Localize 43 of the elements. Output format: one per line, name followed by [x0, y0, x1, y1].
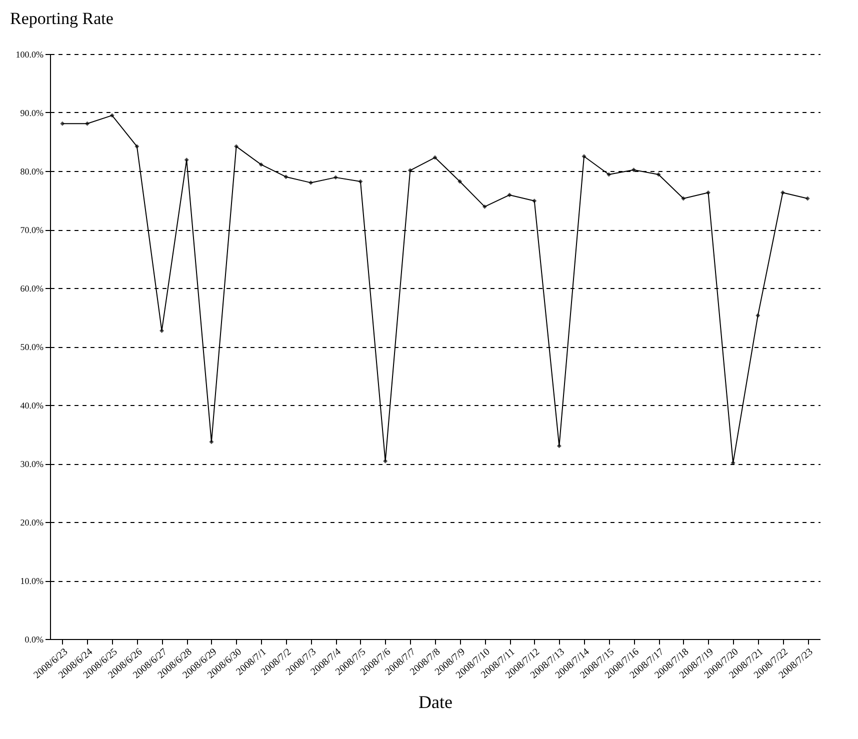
point — [60, 121, 65, 126]
point — [383, 458, 388, 464]
y-tick-label: 10.0% — [20, 576, 44, 586]
point — [805, 196, 810, 201]
point — [532, 198, 537, 204]
point — [458, 179, 462, 184]
y-tick-label: 40.0% — [20, 400, 44, 410]
point — [482, 204, 487, 209]
y-tick-label: 0.0% — [24, 634, 44, 644]
point — [258, 162, 264, 167]
y-tick-label: 20.0% — [20, 518, 44, 528]
point — [556, 444, 562, 448]
point — [706, 190, 710, 195]
point — [432, 155, 438, 160]
point — [234, 144, 239, 149]
y-tick-label: 30.0% — [20, 459, 44, 469]
y-tick-label: 80.0% — [20, 166, 44, 176]
point — [756, 313, 760, 318]
y-tick-label: 50.0% — [20, 342, 44, 352]
point — [408, 168, 412, 173]
y-tick-label: 100.0% — [16, 50, 44, 60]
point — [284, 174, 288, 180]
y-tick-label: 90.0% — [20, 108, 44, 118]
point — [209, 440, 214, 444]
chart-title: Reporting Rate — [10, 9, 114, 28]
point — [582, 154, 586, 159]
point — [606, 172, 612, 177]
point — [730, 460, 736, 466]
point — [184, 158, 189, 162]
point — [358, 179, 363, 184]
point — [110, 113, 114, 118]
y-tick-label: 70.0% — [20, 225, 44, 235]
point — [85, 121, 90, 126]
point — [631, 168, 636, 172]
point — [134, 144, 140, 149]
point — [333, 175, 338, 180]
point — [780, 190, 785, 195]
point — [507, 192, 512, 198]
y-tick-label: 60.0% — [20, 284, 44, 294]
x-axis-title: Date — [418, 692, 452, 712]
point — [308, 180, 314, 185]
point — [681, 196, 686, 201]
point — [656, 172, 661, 177]
